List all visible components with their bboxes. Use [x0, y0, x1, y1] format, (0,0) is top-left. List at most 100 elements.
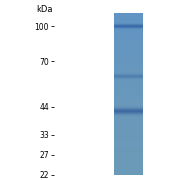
Bar — [114, 41, 143, 42]
Bar — [114, 103, 143, 104]
Bar — [114, 159, 143, 160]
Bar — [114, 123, 143, 124]
Bar — [114, 54, 143, 55]
Bar — [114, 73, 143, 74]
Bar — [114, 122, 143, 123]
Bar — [114, 102, 143, 103]
Bar — [114, 34, 143, 35]
Bar — [114, 152, 143, 153]
Bar — [114, 104, 143, 105]
Bar — [114, 49, 143, 50]
Bar — [114, 29, 143, 30]
Bar — [114, 80, 143, 81]
Bar — [114, 125, 143, 126]
Bar — [114, 145, 143, 146]
Bar — [114, 78, 143, 79]
Bar — [114, 56, 143, 57]
Bar — [114, 109, 143, 110]
Bar — [114, 164, 143, 165]
Bar — [114, 118, 143, 119]
Bar — [114, 169, 143, 170]
Bar — [114, 67, 143, 68]
Bar — [114, 138, 143, 139]
Bar — [114, 68, 143, 69]
Bar — [114, 81, 143, 82]
Bar — [114, 29, 143, 30]
Bar — [114, 161, 143, 162]
Bar — [114, 84, 143, 85]
Bar — [114, 123, 143, 124]
Bar — [114, 33, 143, 34]
Bar — [114, 75, 143, 76]
Bar — [114, 13, 143, 14]
Bar — [114, 75, 143, 76]
Bar — [114, 51, 143, 52]
Bar — [114, 82, 143, 83]
Bar — [114, 83, 143, 84]
Bar — [114, 35, 143, 36]
Bar — [114, 149, 143, 150]
Bar — [114, 25, 143, 26]
Bar — [114, 100, 143, 101]
Bar — [114, 128, 143, 129]
Bar — [114, 31, 143, 32]
Bar — [114, 24, 143, 25]
Bar — [114, 98, 143, 99]
Bar — [114, 139, 143, 140]
Bar — [114, 46, 143, 47]
Bar — [114, 141, 143, 142]
Bar — [114, 21, 143, 22]
Bar — [114, 120, 143, 121]
Bar — [114, 102, 143, 103]
Bar — [114, 79, 143, 80]
Bar — [114, 158, 143, 159]
Bar — [114, 121, 143, 122]
Bar — [114, 28, 143, 29]
Bar — [114, 77, 143, 78]
Bar — [114, 104, 143, 105]
Bar — [114, 90, 143, 91]
Bar — [114, 50, 143, 51]
Bar — [114, 106, 143, 107]
Bar — [114, 113, 143, 114]
Bar — [114, 131, 143, 132]
Bar — [114, 38, 143, 39]
Bar — [114, 17, 143, 18]
Bar — [114, 44, 143, 45]
Bar — [114, 57, 143, 58]
Bar — [114, 40, 143, 41]
Bar — [114, 14, 143, 15]
Bar — [114, 120, 143, 121]
Bar — [114, 133, 143, 134]
Bar — [114, 72, 143, 73]
Bar — [114, 114, 143, 115]
Bar — [114, 78, 143, 79]
Bar — [114, 110, 143, 111]
Bar — [114, 166, 143, 167]
Bar — [114, 22, 143, 23]
Bar — [114, 72, 143, 73]
Bar — [114, 15, 143, 16]
Bar — [114, 69, 143, 70]
Bar — [114, 83, 143, 84]
Bar — [114, 47, 143, 48]
Bar — [114, 32, 143, 33]
Bar — [114, 144, 143, 145]
Bar — [114, 134, 143, 135]
Bar — [114, 20, 143, 21]
Bar — [114, 53, 143, 54]
Bar — [114, 58, 143, 59]
Bar — [114, 26, 143, 27]
Bar — [114, 30, 143, 31]
Bar — [114, 71, 143, 72]
Bar — [114, 59, 143, 60]
Bar — [114, 61, 143, 62]
Bar — [114, 116, 143, 117]
Bar — [114, 45, 143, 46]
Bar — [114, 19, 143, 20]
Bar — [114, 68, 143, 69]
Bar — [114, 108, 143, 109]
Bar — [114, 99, 143, 100]
Bar — [114, 91, 143, 92]
Bar — [114, 105, 143, 106]
